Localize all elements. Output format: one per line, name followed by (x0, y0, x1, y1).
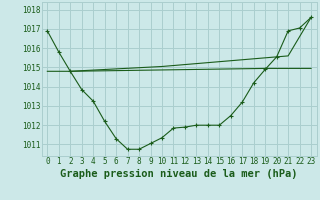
X-axis label: Graphe pression niveau de la mer (hPa): Graphe pression niveau de la mer (hPa) (60, 169, 298, 179)
